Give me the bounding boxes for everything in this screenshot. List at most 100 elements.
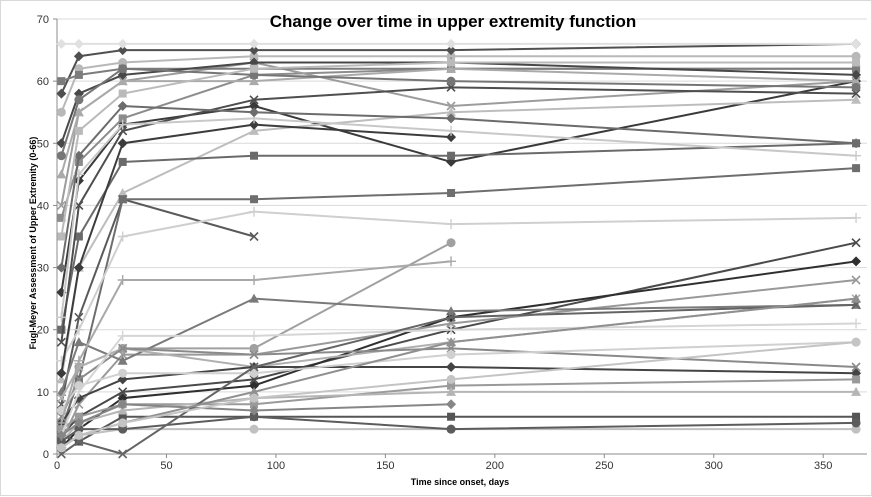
series-24 xyxy=(56,38,862,49)
data-point-35-0 xyxy=(56,151,66,161)
data-point-27-2 xyxy=(117,101,128,111)
data-point-28-4 xyxy=(447,381,456,390)
data-point-28-1 xyxy=(74,412,83,421)
data-point-3-1 xyxy=(74,312,84,322)
data-point-28-3 xyxy=(250,400,259,409)
data-point-1-2 xyxy=(118,114,127,123)
series-line-9 xyxy=(60,279,857,443)
data-point-36-0 xyxy=(57,232,66,241)
data-point-21-2 xyxy=(117,45,128,56)
data-point-22-0 xyxy=(57,77,66,86)
data-point-14-4 xyxy=(446,362,457,372)
data-point-15-3 xyxy=(249,350,259,360)
data-point-10-2 xyxy=(117,355,128,365)
data-point-26-4 xyxy=(446,125,457,136)
data-point-2-2 xyxy=(117,188,128,197)
data-point-5-3 xyxy=(250,195,259,204)
data-point-37-4 xyxy=(446,312,456,322)
x-tick-label-300: 300 xyxy=(705,460,723,472)
data-point-39-5 xyxy=(851,337,861,347)
data-point-18-0 xyxy=(56,368,67,379)
data-point-38-3 xyxy=(249,386,260,396)
data-point-11-0 xyxy=(56,393,66,403)
y-tick-label-0: 0 xyxy=(43,449,49,461)
data-point-2-4 xyxy=(446,107,457,117)
data-point-0-3 xyxy=(249,101,260,111)
y-tick-label-20: 20 xyxy=(37,325,49,337)
data-point-15-2 xyxy=(118,343,128,353)
data-point-5-5 xyxy=(852,164,861,173)
series-2 xyxy=(56,94,862,384)
series-line-6 xyxy=(60,210,857,362)
data-point-2-3 xyxy=(249,125,260,135)
data-point-23-2 xyxy=(117,76,128,86)
data-point-13-5 xyxy=(851,424,861,434)
series-21 xyxy=(56,38,862,99)
chart-title: Change over time in upper extremity func… xyxy=(270,12,637,31)
data-point-17-2 xyxy=(118,157,127,166)
data-point-8-5 xyxy=(851,256,862,267)
data-point-21-1 xyxy=(73,51,84,62)
data-point-8-3 xyxy=(249,380,260,391)
series-line-10 xyxy=(60,297,857,393)
data-point-27-3 xyxy=(249,107,260,118)
data-point-34-5 xyxy=(851,69,862,80)
data-point-6-3 xyxy=(249,206,260,217)
data-point-30-1 xyxy=(74,424,84,434)
x-tick-label-150: 150 xyxy=(376,460,394,472)
data-point-29-2 xyxy=(117,405,128,415)
series-10 xyxy=(56,293,862,396)
data-point-35-5 xyxy=(851,82,861,92)
data-point-31-4 xyxy=(446,324,457,335)
series-line-25 xyxy=(60,86,857,343)
data-point-16-2 xyxy=(118,368,128,378)
series-line-17 xyxy=(60,142,857,330)
x-tick-label-250: 250 xyxy=(595,460,613,472)
data-point-32-2 xyxy=(117,399,128,410)
data-point-15-5 xyxy=(851,362,861,372)
data-point-18-3 xyxy=(249,119,260,130)
data-point-32-1 xyxy=(73,417,84,428)
data-point-5-2 xyxy=(118,195,127,204)
series-32 xyxy=(56,399,457,441)
data-point-29-5 xyxy=(851,386,862,396)
series-line-36 xyxy=(60,61,857,237)
data-point-21-0 xyxy=(56,88,67,99)
series-line-39 xyxy=(60,341,857,449)
data-point-33-1 xyxy=(73,355,84,366)
data-point-5-4 xyxy=(447,189,456,197)
series-6 xyxy=(56,206,862,366)
data-point-36-1 xyxy=(74,126,83,135)
y-tick-label-30: 30 xyxy=(37,263,49,275)
data-point-39-3 xyxy=(249,393,259,403)
data-point-18-4 xyxy=(446,132,457,143)
series-line-5 xyxy=(60,167,857,430)
data-point-24-4 xyxy=(446,38,457,49)
x-tick-label-200: 200 xyxy=(486,460,504,472)
data-point-33-3 xyxy=(249,275,260,285)
series-17 xyxy=(57,139,861,334)
data-point-6-4 xyxy=(446,219,457,230)
data-point-39-1 xyxy=(74,430,84,440)
data-point-13-3 xyxy=(249,424,259,434)
data-point-22-1 xyxy=(74,70,83,79)
series-line-27 xyxy=(60,105,857,268)
data-point-22-5 xyxy=(852,64,861,73)
data-point-31-5 xyxy=(851,318,862,329)
data-point-24-3 xyxy=(249,38,260,49)
data-point-30-4 xyxy=(446,424,456,434)
data-point-21-4 xyxy=(446,45,457,56)
x-tick-label-350: 350 xyxy=(814,460,832,472)
series-line-19 xyxy=(60,61,857,206)
y-tick-label-10: 10 xyxy=(37,387,49,399)
series-line-16 xyxy=(60,341,857,412)
data-point-20-3 xyxy=(249,51,259,61)
series-33 xyxy=(56,256,457,428)
data-point-17-3 xyxy=(250,151,259,160)
data-point-33-2 xyxy=(117,275,128,285)
data-point-4-4 xyxy=(446,238,456,248)
data-point-28-5 xyxy=(852,375,861,384)
data-point-23-4 xyxy=(446,63,457,73)
data-point-38-5 xyxy=(851,293,862,303)
data-point-36-3 xyxy=(250,64,259,73)
